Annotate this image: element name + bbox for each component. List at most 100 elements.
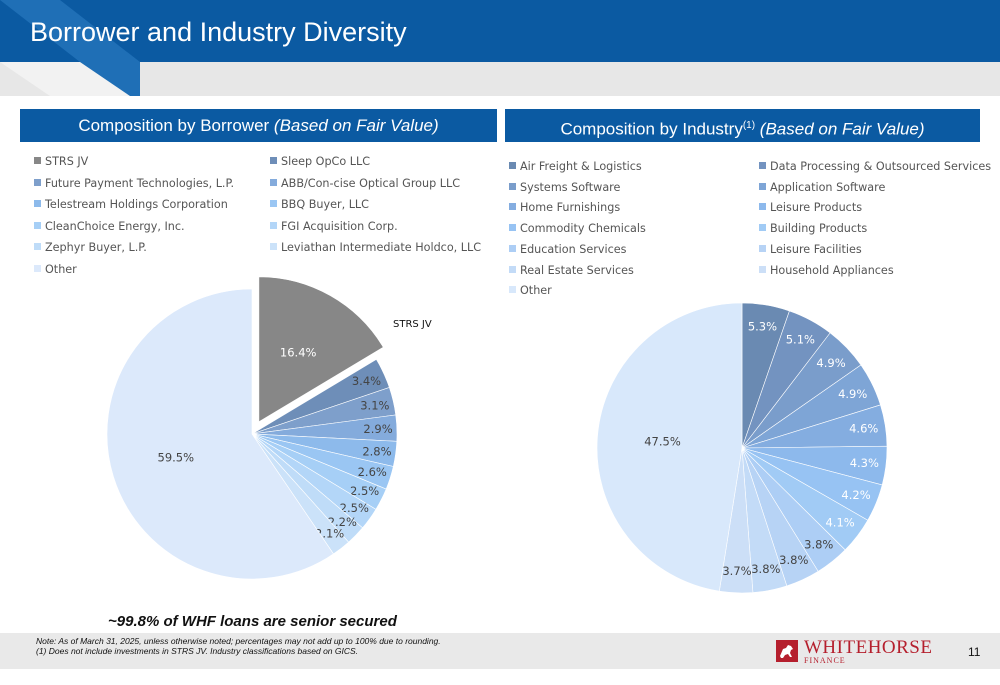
logo-wordmark: WHITEHORSE [804, 637, 933, 658]
industry-legend-item-systems-software: Systems Software [509, 181, 620, 194]
slice-label-systems-software: 4.9% [816, 356, 845, 370]
legend-swatch [759, 203, 766, 211]
logo-subword: FINANCE [804, 656, 846, 665]
legend-swatch [270, 178, 277, 186]
legend-swatch [509, 286, 516, 294]
legend-label: Application Software [770, 180, 886, 194]
slice-label-household-appliances: 3.7% [722, 564, 751, 578]
header-band [0, 62, 1000, 96]
strs-jv-callout: STRS JV [393, 319, 432, 330]
slice-label-fgi-acquisition-corp: 2.5% [340, 501, 369, 515]
slice-label-leviathan-intermediate-holdco-llc: 2.1% [315, 526, 344, 540]
industry-legend-item-leisure-products: Leisure Products [759, 201, 862, 214]
industry-legend-item-leisure-facilities: Leisure Facilities [759, 243, 862, 256]
legend-label: Household Appliances [770, 263, 894, 277]
industry-legend-item-education-services: Education Services [509, 243, 626, 256]
legend-swatch [509, 182, 516, 190]
slice-label-future-payment-technologies-l-p: 3.1% [360, 398, 389, 412]
industry-legend-item-home-furnishings: Home Furnishings [509, 201, 620, 214]
borrower-legend-item-fgi-acquisition-corp: FGI Acquisition Corp. [270, 220, 398, 233]
legend-label: CleanChoice Energy, Inc. [45, 219, 185, 233]
legend-swatch [34, 221, 41, 229]
legend-label: Leisure Products [770, 201, 863, 215]
legend-label: Data Processing & Outsourced Services [770, 160, 992, 173]
legend-label: STRS JV [45, 155, 89, 168]
legend-label: ABB/Con-cise Optical Group LLC [281, 176, 461, 190]
senior-secured-statement: ~99.8% of WHF loans are senior secured [108, 613, 397, 630]
slice-label-bbq-buyer-llc: 2.6% [358, 465, 387, 479]
legend-label: Leviathan Intermediate Holdco, LLC [281, 241, 482, 254]
slice-label-strs-jv: 16.4% [280, 345, 317, 359]
slice-label-cleanchoice-energy-inc: 2.5% [350, 484, 379, 498]
borrower-legend-item-bbq-buyer-llc: BBQ Buyer, LLC [270, 198, 369, 211]
pie-slice-other [596, 302, 743, 592]
legend-label: Air Freight & Logistics [520, 160, 642, 173]
page-number: 11 [968, 645, 981, 659]
borrower-legend-item-sleep-opco-llc: Sleep OpCo LLC [270, 155, 370, 168]
legend-swatch [34, 157, 41, 164]
slice-label-sleep-opco-llc: 3.4% [352, 374, 381, 388]
slice-label-home-furnishings: 4.6% [849, 422, 878, 436]
legend-swatch [34, 264, 41, 272]
borrower-legend-item-leviathan-intermediate-holdco-llc: Leviathan Intermediate Holdco, LLC [270, 241, 481, 254]
legend-swatch [34, 243, 41, 250]
slice-label-other: 59.5% [158, 450, 195, 464]
industry-legend-item-application-software: Application Software [759, 181, 885, 194]
borrower-legend-item-telestream-holdings-corporation: Telestream Holdings Corporation [34, 198, 228, 211]
industry-panel-title-qualifier: (Based on Fair Value) [759, 119, 925, 139]
legend-label: Commodity Chemicals [520, 222, 646, 236]
legend-swatch [759, 162, 766, 169]
band-stripe-decoration [0, 62, 140, 96]
borrower-legend-item-strs-jv: STRS JV [34, 155, 88, 168]
industry-legend-item-building-products: Building Products [759, 222, 867, 235]
legend-label: Building Products [770, 222, 868, 236]
industry-panel-title: Composition by Industry [560, 119, 743, 139]
slice-label-education-services: 3.8% [804, 537, 833, 551]
legend-swatch [759, 244, 766, 252]
legend-swatch [509, 203, 516, 211]
industry-legend-item-household-appliances: Household Appliances [759, 264, 894, 277]
industry-legend-item-data-processing-outsourced-services: Data Processing & Outsourced Services [759, 160, 991, 173]
pie-slice-strs-jv [258, 276, 384, 423]
borrower-legend-item-zephyr-buyer-l-p: Zephyr Buyer, L.P. [34, 241, 147, 254]
slice-label-data-processing-outsourced-services: 5.1% [786, 332, 815, 346]
legend-swatch [509, 244, 516, 252]
slice-label-air-freight-logistics: 5.3% [748, 319, 777, 333]
legend-swatch [759, 224, 766, 232]
footnote-1: (1) Does not include investments in STRS… [36, 646, 359, 656]
legend-label: Real Estate Services [520, 263, 634, 277]
slice-label-leisure-facilities: 3.8% [779, 553, 808, 567]
footnote-note: Note: As of March 31, 2025, unless other… [36, 636, 441, 646]
industry-panel-footnote-ref: (1) [742, 120, 756, 131]
legend-label: Other [520, 284, 552, 298]
slice-label-other: 47.5% [644, 435, 681, 449]
page-title: Borrower and Industry Diversity [30, 17, 407, 47]
legend-swatch [509, 224, 516, 232]
legend-label: Other [45, 262, 77, 276]
borrower-legend-item-future-payment-technologies-l-p: Future Payment Technologies, L.P. [34, 177, 234, 190]
legend-label: Systems Software [520, 180, 621, 194]
header-stripe-decoration [0, 0, 140, 62]
borrower-panel-title: Composition by Borrower [78, 116, 270, 135]
legend-label: Sleep OpCo LLC [281, 155, 371, 168]
borrower-legend-item-other: Other [34, 263, 77, 276]
footer: Note: As of March 31, 2025, unless other… [0, 633, 1000, 669]
slice-label-leisure-products: 4.3% [850, 456, 879, 470]
legend-swatch [270, 221, 277, 229]
legend-label: Telestream Holdings Corporation [45, 198, 228, 211]
borrower-panel-header: Composition by Borrower (Based on Fair V… [20, 109, 497, 142]
borrower-legend-item-cleanchoice-energy-inc: CleanChoice Energy, Inc. [34, 220, 185, 233]
legend-swatch [270, 157, 277, 164]
legend-label: Education Services [520, 242, 627, 256]
slice-label-telestream-holdings-corporation: 2.8% [362, 444, 391, 458]
industry-legend-item-air-freight-logistics: Air Freight & Logistics [509, 160, 642, 173]
legend-swatch [759, 182, 766, 190]
borrower-panel-title-qualifier: (Based on Fair Value) [273, 116, 439, 135]
legend-swatch [270, 243, 277, 250]
industry-legend-item-commodity-chemicals: Commodity Chemicals [509, 222, 646, 235]
legend-label: Home Furnishings [520, 201, 621, 215]
legend-swatch [759, 265, 766, 273]
industry-panel-header: Composition by Industry(1) (Based on Fai… [505, 109, 980, 142]
slice-label-abb-con-cise-optical-group-llc: 2.9% [363, 422, 392, 436]
